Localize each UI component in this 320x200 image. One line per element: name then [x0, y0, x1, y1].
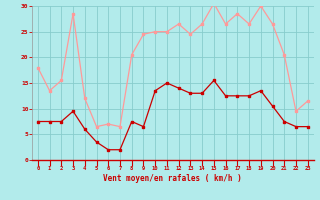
X-axis label: Vent moyen/en rafales ( km/h ): Vent moyen/en rafales ( km/h ) — [103, 174, 242, 183]
